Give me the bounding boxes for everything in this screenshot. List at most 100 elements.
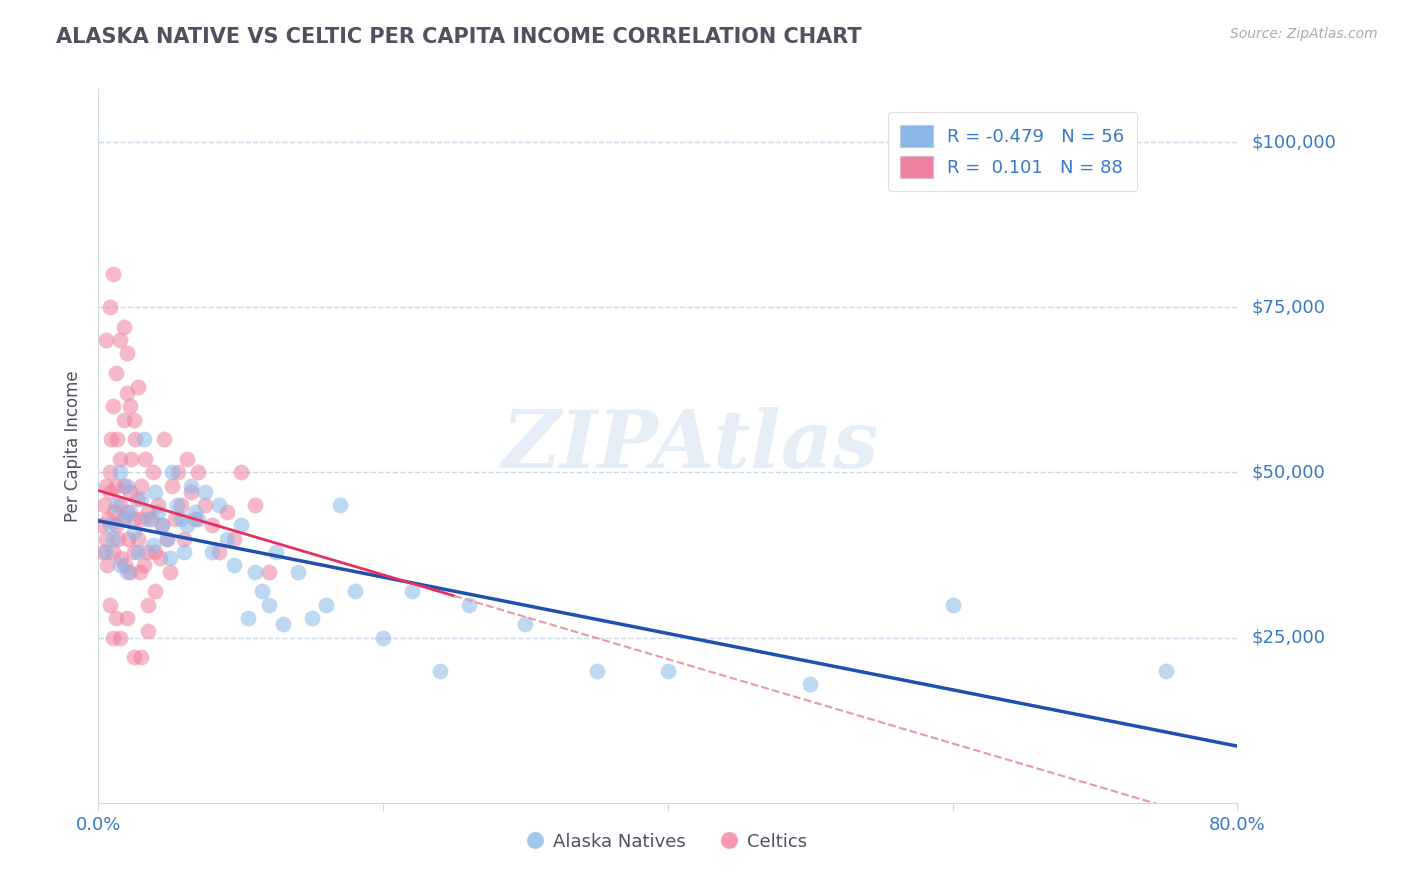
Point [108,558,131,572]
Point [105,433,128,447]
Point [243,565,266,579]
Point [94,478,117,492]
Point [118,485,141,500]
Point [118,565,141,579]
Point [100,433,122,447]
Point [112,412,135,426]
Point [129,478,152,492]
Point [148,505,170,519]
Point [208,545,231,559]
Point [148,499,170,513]
Point [429,664,451,678]
Point [94,545,117,559]
Point [145,545,167,559]
Point [108,466,131,480]
Point [343,584,366,599]
Point [112,320,135,334]
Point [229,518,252,533]
Text: ALASKA NATIVE VS CELTIC PER CAPITA INCOME CORRELATION CHART: ALASKA NATIVE VS CELTIC PER CAPITA INCOM… [56,27,862,46]
Point [222,558,245,572]
Point [156,532,179,546]
Point [215,505,238,519]
Point [287,565,309,579]
Point [457,598,479,612]
Text: $50,000: $50,000 [1251,464,1324,482]
Point [114,558,136,572]
Point [373,631,395,645]
Point [187,511,209,525]
Point [173,545,195,559]
Point [657,664,679,678]
Point [1154,664,1177,678]
Point [153,433,176,447]
Legend: Alaska Natives, Celtics: Alaska Natives, Celtics [520,826,815,858]
Point [136,624,159,638]
Point [98,518,121,533]
Point [173,532,195,546]
Point [156,532,179,546]
Point [301,611,323,625]
Point [112,511,135,525]
Point [127,379,149,393]
Point [98,300,121,314]
Point [97,511,120,525]
Point [108,631,131,645]
Point [127,545,149,559]
Point [134,452,156,467]
Point [515,617,537,632]
Point [194,499,217,513]
Point [162,466,184,480]
Point [112,478,135,492]
Point [942,598,965,612]
Point [132,433,155,447]
Point [329,499,352,513]
Point [180,485,202,500]
Point [129,491,152,506]
Point [115,346,138,360]
Point [141,538,163,552]
Point [136,505,159,519]
Point [91,545,114,559]
Point [104,499,127,513]
Point [108,499,131,513]
Point [98,466,121,480]
Point [208,499,231,513]
Point [136,598,159,612]
Point [132,558,155,572]
Point [145,584,167,599]
Point [141,466,163,480]
Point [129,650,152,665]
Point [585,664,607,678]
Point [401,584,423,599]
Y-axis label: Per Capita Income: Per Capita Income [65,370,83,522]
Point [152,518,174,533]
Point [124,433,146,447]
Point [117,532,139,546]
Point [101,400,124,414]
Point [273,617,295,632]
Point [799,677,821,691]
Point [170,499,193,513]
Point [101,267,124,281]
Point [118,505,141,519]
Point [170,511,193,525]
Point [108,333,131,347]
Point [215,532,238,546]
Text: $100,000: $100,000 [1251,133,1336,151]
Point [266,545,288,559]
Point [101,545,124,559]
Point [98,598,121,612]
Point [122,650,145,665]
Point [125,491,148,506]
Point [122,511,145,525]
Point [159,551,181,566]
Point [180,478,202,492]
Point [90,518,112,533]
Text: Source: ZipAtlas.com: Source: ZipAtlas.com [1230,27,1378,41]
Point [176,452,198,467]
Point [122,524,145,539]
Point [129,511,152,525]
Point [159,565,181,579]
Point [111,511,134,525]
Point [104,518,127,533]
